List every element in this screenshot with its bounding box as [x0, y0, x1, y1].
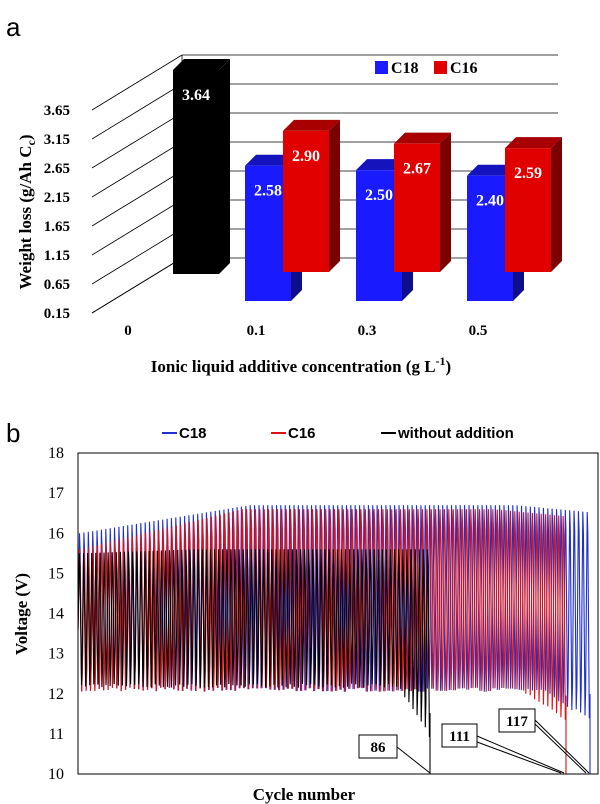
panel-b-y-axis-label: Voltage (V)	[12, 573, 31, 655]
bar-top	[283, 119, 340, 131]
bar-top	[394, 132, 451, 144]
category-label: 0.1	[247, 323, 266, 339]
panel-b-y-tick-labels: 10 11 12 13 14 15 16 17 18	[48, 445, 64, 783]
callout-111-box	[441, 723, 478, 748]
category-label: 0.3	[358, 323, 377, 339]
panel-b-legend: C18 C16 without addition	[162, 425, 514, 442]
panel-b-frame	[77, 452, 599, 775]
bar-side	[219, 59, 230, 274]
series-line-c16	[78, 509, 567, 774]
gridline-diagonal	[91, 54, 183, 111]
legend-swatch-c18	[375, 61, 388, 74]
callout-86-box	[358, 734, 398, 759]
bar-value-label: 2.40	[476, 193, 504, 210]
series-line-without-addition	[78, 549, 431, 774]
bar-side	[440, 132, 451, 272]
y-tick-label: 1.65	[44, 219, 70, 235]
bar-value-label: 2.50	[365, 187, 393, 204]
gridline-diagonal	[91, 170, 183, 227]
callout-111-leader-b	[476, 741, 562, 774]
callout-111-leader-a	[476, 735, 565, 774]
callout-111: 111	[449, 729, 470, 745]
bar-front	[505, 148, 551, 272]
legend-label-c16: C16	[450, 60, 478, 77]
bar-value-label: 2.67	[403, 161, 431, 178]
bar-value-label: 2.58	[254, 183, 282, 200]
bar-side	[551, 137, 562, 272]
y-tick-label: 12	[48, 686, 64, 703]
y-tick-label: 16	[48, 525, 64, 542]
panel-a-legend: C18 C16	[375, 60, 478, 77]
y-tick-label: 13	[48, 646, 64, 663]
y-tick-label: 0.15	[44, 306, 70, 322]
bar-value-label: 2.59	[514, 165, 542, 182]
gridline-diagonal	[91, 141, 183, 198]
y-tick-label: 15	[48, 565, 64, 582]
panel-a-x-axis-label: Ionic liquid additive concentration (g L…	[151, 354, 451, 376]
gridline-diagonal	[91, 228, 183, 285]
y-tick-label: 2.15	[44, 190, 70, 206]
panel-b-plot-area	[77, 452, 599, 775]
bar-side	[329, 119, 340, 272]
panel-a-category-labels: 0 0.1 0.3 0.5	[124, 323, 487, 339]
legend-label-without-addition: without addition	[397, 425, 514, 442]
bar-c16-0.3: 2.67	[394, 132, 451, 272]
bar-without-addition-0: 3.64	[173, 59, 230, 274]
y-tick-label: 3.65	[44, 103, 70, 119]
y-tick-label: 0.65	[44, 277, 70, 293]
legend-swatch-c16	[434, 61, 447, 74]
legend-label-c16-b: C16	[288, 425, 316, 442]
bar-top	[173, 59, 230, 70]
bar-value-label: 2.90	[292, 148, 320, 165]
legend-label-c18-b: C18	[179, 425, 207, 442]
bar-front	[283, 130, 329, 272]
gridline-diagonal	[91, 257, 183, 314]
callout-117-leader-a	[534, 719, 590, 774]
category-label: 0	[124, 323, 132, 339]
callout-86-leader	[396, 746, 431, 774]
panel-a-letter: a	[6, 12, 21, 42]
callout-117-leader-b	[534, 723, 587, 774]
gridline-diagonal	[91, 199, 183, 256]
callout-117: 117	[506, 714, 528, 730]
callout-117-box	[498, 708, 536, 733]
bar-front	[394, 143, 440, 272]
legend-label-c18: C18	[391, 60, 419, 77]
bar-front	[173, 70, 219, 274]
panel-b-annotations: 86 111 117	[358, 708, 590, 774]
y-tick-label: 18	[48, 445, 64, 462]
panel-a-y-tick-labels: 0.15 0.65 1.15 1.65 2.15 2.65 3.15 3.65	[44, 103, 70, 322]
panel-b-letter: b	[6, 418, 20, 448]
y-tick-label: 3.15	[44, 132, 70, 148]
gridline-diagonal	[91, 112, 183, 169]
gridline-diagonal	[91, 83, 183, 140]
y-tick-label: 2.65	[44, 161, 70, 177]
category-label: 0.5	[469, 323, 488, 339]
bar-c16-0.1: 2.90	[283, 119, 340, 272]
callout-86: 86	[371, 740, 387, 756]
y-tick-label: 1.15	[44, 248, 70, 264]
bar-top	[505, 137, 562, 149]
y-tick-label: 11	[49, 726, 64, 743]
panel-a-y-axis-label: Weight loss (g/Ah Cc)	[16, 134, 38, 289]
panel-a-bars: 3.64 2.58 2.90 2.50 2.67 2.40 2.59	[173, 59, 562, 301]
y-tick-label: 10	[48, 766, 64, 783]
bar-c16-0.5: 2.59	[505, 137, 562, 272]
panel-b-x-axis-label: Cycle number	[253, 785, 356, 804]
y-tick-label: 14	[48, 606, 64, 623]
y-tick-label: 17	[48, 485, 64, 502]
bar-value-label: 3.64	[182, 87, 210, 104]
